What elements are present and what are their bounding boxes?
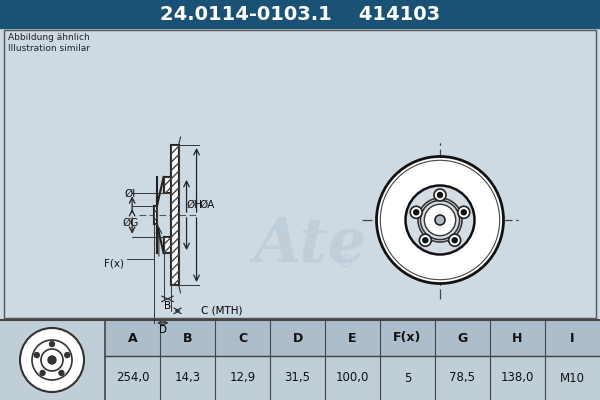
Text: ØG: ØG	[122, 218, 139, 228]
Circle shape	[437, 192, 443, 198]
Text: Ate: Ate	[253, 215, 367, 275]
Text: 100,0: 100,0	[336, 372, 369, 384]
Circle shape	[458, 206, 470, 218]
Circle shape	[414, 210, 419, 215]
Circle shape	[65, 352, 70, 358]
Polygon shape	[172, 145, 179, 285]
Circle shape	[452, 238, 457, 243]
Circle shape	[434, 189, 446, 201]
Circle shape	[423, 238, 428, 243]
Circle shape	[40, 370, 45, 376]
Circle shape	[419, 234, 431, 246]
Text: ØA: ØA	[200, 200, 215, 210]
Bar	[0, 0, 600, 28]
Circle shape	[410, 206, 422, 218]
Text: 31,5: 31,5	[284, 372, 311, 384]
Circle shape	[435, 215, 445, 225]
Text: F(x): F(x)	[394, 332, 422, 344]
Bar	[157, 177, 164, 253]
Circle shape	[32, 340, 72, 380]
Bar	[4, 30, 596, 318]
Text: Abbildung ähnlich: Abbildung ähnlich	[8, 33, 90, 42]
Bar	[0, 28, 600, 320]
Text: D: D	[292, 332, 302, 344]
Text: 12,9: 12,9	[229, 372, 256, 384]
Circle shape	[421, 200, 460, 240]
Circle shape	[406, 186, 475, 254]
Bar	[0, 320, 600, 400]
Polygon shape	[164, 177, 172, 194]
Text: H: H	[512, 332, 523, 344]
Text: F(x): F(x)	[104, 259, 124, 269]
Text: C: C	[238, 332, 247, 344]
Text: A: A	[128, 332, 137, 344]
Bar	[105, 320, 600, 356]
Text: C (MTH): C (MTH)	[200, 306, 242, 316]
Text: D: D	[159, 325, 167, 335]
Text: 14,3: 14,3	[175, 372, 200, 384]
Text: 78,5: 78,5	[449, 372, 476, 384]
Text: 24.0114-0103.1    414103: 24.0114-0103.1 414103	[160, 4, 440, 24]
Circle shape	[461, 210, 466, 215]
Circle shape	[34, 352, 39, 358]
Text: 138,0: 138,0	[501, 372, 534, 384]
Text: ØH: ØH	[187, 200, 203, 210]
Text: 254,0: 254,0	[116, 372, 149, 384]
Text: B: B	[164, 301, 171, 311]
Circle shape	[424, 204, 456, 236]
Text: M10: M10	[560, 372, 585, 384]
Text: Illustration similar: Illustration similar	[8, 44, 90, 53]
Text: G: G	[457, 332, 467, 344]
Text: E: E	[348, 332, 357, 344]
Text: ®: ®	[338, 253, 354, 271]
Circle shape	[377, 156, 503, 284]
Circle shape	[48, 356, 56, 364]
Circle shape	[449, 234, 461, 246]
Circle shape	[41, 349, 63, 371]
Circle shape	[418, 198, 462, 242]
Text: ØI: ØI	[125, 189, 136, 199]
Circle shape	[59, 370, 64, 376]
Text: 5: 5	[404, 372, 411, 384]
Polygon shape	[154, 206, 157, 224]
Text: B: B	[183, 332, 192, 344]
Circle shape	[49, 342, 55, 346]
Circle shape	[20, 328, 84, 392]
Text: I: I	[570, 332, 575, 344]
Polygon shape	[164, 236, 172, 253]
